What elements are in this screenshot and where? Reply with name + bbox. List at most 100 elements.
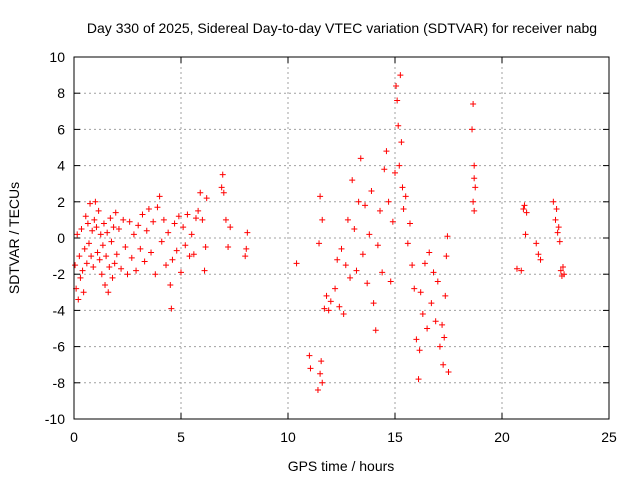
data-point-marker <box>106 263 113 270</box>
y-tick-label: -8 <box>53 375 66 391</box>
data-point-marker <box>398 139 405 146</box>
data-point-marker <box>518 267 525 274</box>
grid-lines <box>74 57 609 419</box>
y-tick-label: -2 <box>53 266 66 282</box>
data-point-marker <box>74 231 81 238</box>
x-tick-label: 0 <box>70 429 78 445</box>
data-point-marker <box>109 274 116 281</box>
data-point-marker <box>434 278 441 285</box>
y-tick-label: -4 <box>53 302 66 318</box>
data-point-marker <box>409 262 416 269</box>
data-point-marker <box>169 256 176 263</box>
data-point-marker <box>385 198 392 205</box>
data-point-marker <box>186 253 193 260</box>
data-point-marker <box>366 231 373 238</box>
y-tick-label: -6 <box>53 339 66 355</box>
data-point-marker <box>92 198 99 205</box>
data-point-marker <box>203 195 210 202</box>
chart-title: Day 330 of 2025, Sidereal Day-to-day VTE… <box>87 20 597 36</box>
x-tick-label: 25 <box>601 429 617 445</box>
data-point-marker <box>99 242 106 249</box>
data-point-marker <box>351 225 358 232</box>
data-point-marker <box>173 247 180 254</box>
data-point-marker <box>359 251 366 258</box>
data-point-marker <box>395 122 402 129</box>
data-point-marker <box>115 225 122 232</box>
data-point-marker <box>387 278 394 285</box>
data-point-marker <box>120 216 127 223</box>
data-point-marker <box>364 280 371 287</box>
data-point-marker <box>439 321 446 328</box>
data-point-marker <box>402 193 409 200</box>
data-point-marker <box>145 206 152 213</box>
data-point-marker <box>90 263 97 270</box>
data-point-marker <box>522 231 529 238</box>
data-point-marker <box>347 274 354 281</box>
data-point-marker <box>470 198 477 205</box>
data-point-marker <box>372 327 379 334</box>
data-point-marker <box>554 229 561 236</box>
data-point-marker <box>520 206 527 213</box>
data-point-marker <box>87 200 94 207</box>
data-point-marker <box>553 206 560 213</box>
data-point-marker <box>105 289 112 296</box>
data-point-marker <box>141 258 148 265</box>
data-point-marker <box>112 209 119 216</box>
data-point-marker <box>306 352 313 359</box>
data-point-marker <box>89 227 96 234</box>
x-tick-label: 15 <box>387 429 403 445</box>
data-point-marker <box>319 216 326 223</box>
data-point-marker <box>413 336 420 343</box>
data-point-marker <box>80 289 87 296</box>
data-point-marker <box>338 245 345 252</box>
data-point-marker <box>349 177 356 184</box>
data-point-marker <box>342 262 349 269</box>
data-point-marker <box>327 298 334 305</box>
data-point-marker <box>353 267 360 274</box>
data-point-marker <box>323 292 330 299</box>
data-point-marker <box>126 218 133 225</box>
data-point-marker <box>197 189 204 196</box>
data-point-marker <box>82 213 89 220</box>
data-point-marker <box>415 376 422 383</box>
y-tick-label: 2 <box>57 194 65 210</box>
data-point-marker <box>184 211 191 218</box>
x-axis-ticks: 0 5 10 15 20 25 <box>70 57 617 445</box>
data-point-marker <box>171 220 178 227</box>
data-point-marker <box>188 231 195 238</box>
data-point-marker <box>319 379 326 386</box>
data-point-marker <box>400 206 407 213</box>
data-point-marker <box>160 216 167 223</box>
data-point-marker <box>227 224 234 231</box>
data-point-marker <box>93 224 100 231</box>
data-point-marker <box>102 282 109 289</box>
data-point-marker <box>124 271 131 278</box>
data-point-marker <box>130 231 137 238</box>
data-point-marker <box>436 343 443 350</box>
data-point-marker <box>317 370 324 377</box>
data-point-marker <box>135 222 142 229</box>
data-point-marker <box>118 265 125 272</box>
data-point-marker <box>381 166 388 173</box>
y-tick-label: 6 <box>57 121 65 137</box>
data-point-marker <box>419 311 426 318</box>
data-point-marker <box>404 240 411 247</box>
data-point-marker <box>180 224 187 231</box>
data-point-marker <box>316 240 323 247</box>
y-tick-label: 10 <box>49 49 65 65</box>
data-point-marker <box>550 198 557 205</box>
data-point-marker <box>94 249 101 256</box>
data-point-marker <box>152 271 159 278</box>
data-point-marker <box>163 262 170 269</box>
data-point-marker <box>242 253 249 260</box>
data-point-marker <box>243 245 250 252</box>
data-point-marker <box>513 265 520 272</box>
data-point-marker <box>108 238 115 245</box>
data-point-marker <box>104 229 111 236</box>
data-point-marker <box>556 238 563 245</box>
data-point-marker <box>340 311 347 318</box>
data-point-marker <box>397 72 404 79</box>
data-point-marker <box>377 207 384 214</box>
data-point-marker <box>370 300 377 307</box>
